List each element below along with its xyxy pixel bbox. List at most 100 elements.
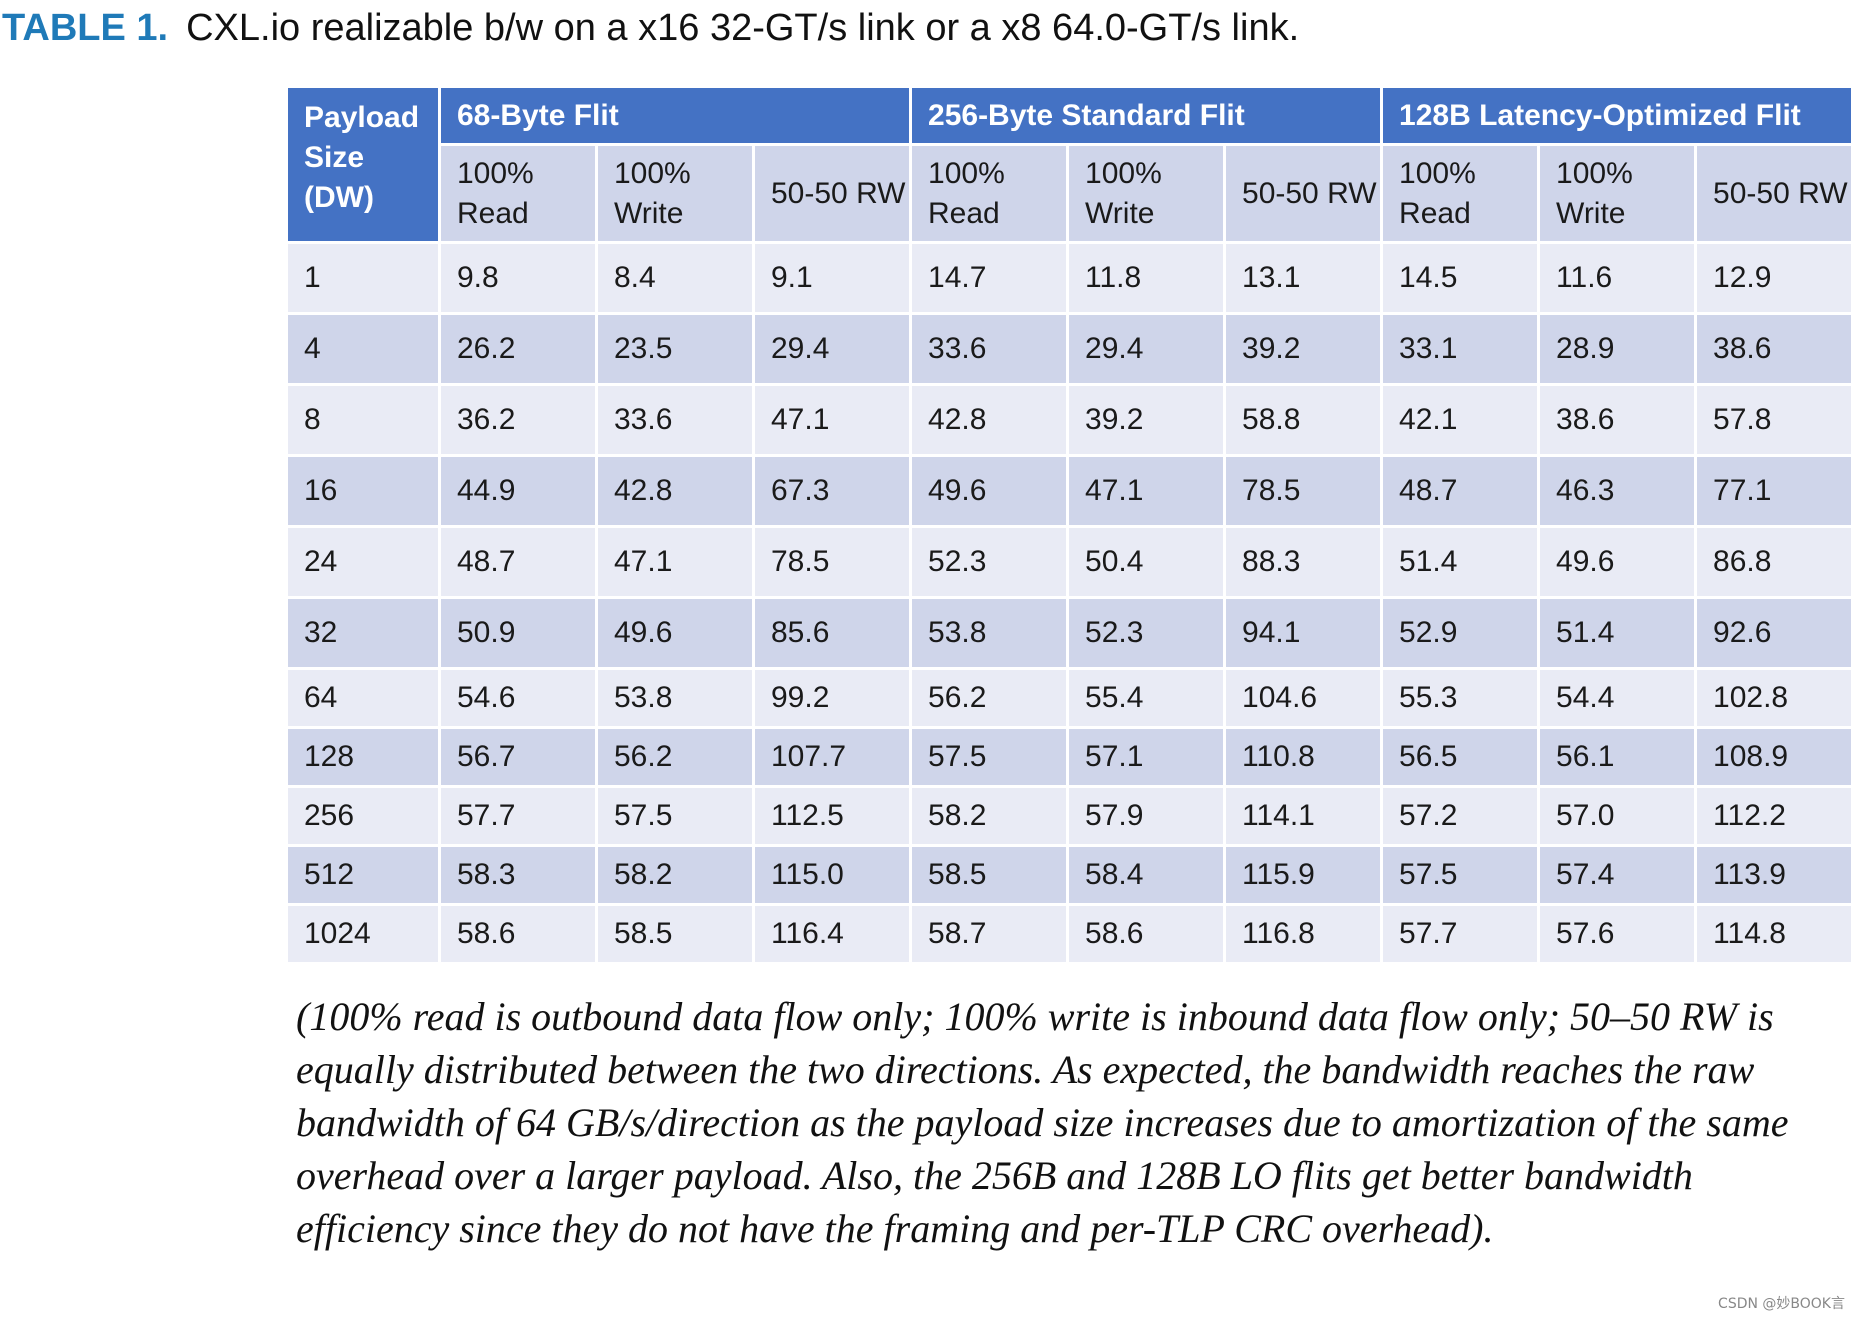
bandwidth-cell: 13.1 bbox=[1226, 244, 1381, 312]
bandwidth-cell: 50.4 bbox=[1069, 528, 1224, 596]
bandwidth-cell: 58.8 bbox=[1226, 386, 1381, 454]
bandwidth-cell: 94.1 bbox=[1226, 599, 1381, 667]
bandwidth-cell: 77.1 bbox=[1697, 457, 1852, 525]
bandwidth-cell: 57.5 bbox=[1383, 847, 1538, 903]
bandwidth-cell: 38.6 bbox=[1540, 386, 1695, 454]
bandwidth-cell: 11.6 bbox=[1540, 244, 1695, 312]
bandwidth-cell: 115.9 bbox=[1226, 847, 1381, 903]
payload-size-cell: 24 bbox=[288, 528, 438, 596]
sub-header-row: 100% Read 100% Write 50-50 RW 100% Read … bbox=[288, 146, 1852, 241]
bandwidth-cell: 112.2 bbox=[1697, 788, 1852, 844]
bandwidth-cell: 46.3 bbox=[1540, 457, 1695, 525]
bandwidth-cell: 86.8 bbox=[1697, 528, 1852, 596]
bandwidth-cell: 53.8 bbox=[912, 599, 1067, 667]
bandwidth-cell: 57.7 bbox=[441, 788, 595, 844]
bandwidth-cell: 92.6 bbox=[1697, 599, 1852, 667]
bandwidth-cell: 28.9 bbox=[1540, 315, 1695, 383]
group-header-row: Payload Size (DW) 68-Byte Flit 256-Byte … bbox=[288, 88, 1852, 241]
bandwidth-cell: 56.2 bbox=[598, 729, 752, 785]
bandwidth-cell: 51.4 bbox=[1540, 599, 1695, 667]
bandwidth-cell: 57.4 bbox=[1540, 847, 1695, 903]
table-row: 128 56.7 56.2 107.7 57.5 57.1 110.8 56.5 56.1 108… bbox=[288, 729, 1852, 785]
payload-size-header: Payload Size (DW) bbox=[288, 88, 438, 241]
bandwidth-cell: 56.1 bbox=[1540, 729, 1695, 785]
bandwidth-cell: 116.4 bbox=[755, 906, 910, 962]
bandwidth-cell: 58.4 bbox=[1069, 847, 1224, 903]
bandwidth-cell: 8.4 bbox=[598, 244, 752, 312]
caption-label: TABLE 1. bbox=[2, 7, 169, 49]
bandwidth-cell: 52.9 bbox=[1383, 599, 1538, 667]
bandwidth-cell: 33.1 bbox=[1383, 315, 1538, 383]
table-row: 64 54.6 53.8 99.2 56.2 55.4 104.6 55.3 54.4 102.8 bbox=[288, 670, 1852, 726]
table-row: 32 50.9 49.6 85.6 53.8 52.3 94.1 52.9 51.4 92.6 bbox=[288, 599, 1852, 667]
bandwidth-cell: 52.3 bbox=[1069, 599, 1224, 667]
bandwidth-cell: 58.7 bbox=[912, 906, 1067, 962]
bandwidth-cell: 14.5 bbox=[1383, 244, 1538, 312]
sub-header: 100% Write bbox=[1540, 146, 1695, 241]
group-header-128b-lo: 128B Latency-Optimized Flit bbox=[1383, 88, 1852, 143]
table-row: 4 26.2 23.5 29.4 33.6 29.4 39.2 33.1 28.9 38.6 bbox=[288, 315, 1852, 383]
bandwidth-cell: 33.6 bbox=[598, 386, 752, 454]
bandwidth-cell: 58.5 bbox=[912, 847, 1067, 903]
bandwidth-cell: 57.5 bbox=[598, 788, 752, 844]
bandwidth-cell: 38.6 bbox=[1697, 315, 1852, 383]
payload-size-cell: 256 bbox=[288, 788, 438, 844]
table-row: 8 36.2 33.6 47.1 42.8 39.2 58.8 42.1 38.6 57.8 bbox=[288, 386, 1852, 454]
payload-size-cell: 128 bbox=[288, 729, 438, 785]
bandwidth-cell: 44.9 bbox=[441, 457, 595, 525]
bandwidth-cell: 113.9 bbox=[1697, 847, 1852, 903]
bandwidth-cell: 58.5 bbox=[598, 906, 752, 962]
bandwidth-cell: 57.1 bbox=[1069, 729, 1224, 785]
bandwidth-cell: 49.6 bbox=[912, 457, 1067, 525]
table-row: 16 44.9 42.8 67.3 49.6 47.1 78.5 48.7 46.3 77.1 bbox=[288, 457, 1852, 525]
bandwidth-cell: 102.8 bbox=[1697, 670, 1852, 726]
sub-header: 50-50 RW bbox=[1697, 146, 1852, 241]
bandwidth-cell: 39.2 bbox=[1226, 315, 1381, 383]
payload-size-cell: 1 bbox=[288, 244, 438, 312]
bandwidth-cell: 58.2 bbox=[598, 847, 752, 903]
bandwidth-cell: 48.7 bbox=[1383, 457, 1538, 525]
bandwidth-cell: 47.1 bbox=[1069, 457, 1224, 525]
bandwidth-cell: 36.2 bbox=[441, 386, 595, 454]
table-row: 256 57.7 57.5 112.5 58.2 57.9 114.1 57.2 57.0 112… bbox=[288, 788, 1852, 844]
bandwidth-cell: 99.2 bbox=[755, 670, 910, 726]
bandwidth-cell: 104.6 bbox=[1226, 670, 1381, 726]
bandwidth-cell: 67.3 bbox=[755, 457, 910, 525]
bandwidth-cell: 42.8 bbox=[598, 457, 752, 525]
bandwidth-cell: 116.8 bbox=[1226, 906, 1381, 962]
bandwidth-cell: 78.5 bbox=[1226, 457, 1381, 525]
group-header-256b: 256-Byte Standard Flit bbox=[912, 88, 1381, 143]
payload-size-cell: 8 bbox=[288, 386, 438, 454]
bandwidth-cell: 54.6 bbox=[441, 670, 595, 726]
bandwidth-cell: 9.8 bbox=[441, 244, 595, 312]
bandwidth-cell: 55.4 bbox=[1069, 670, 1224, 726]
bandwidth-cell: 107.7 bbox=[755, 729, 910, 785]
table-row: 512 58.3 58.2 115.0 58.5 58.4 115.9 57.5 57.4 113… bbox=[288, 847, 1852, 903]
payload-size-cell: 64 bbox=[288, 670, 438, 726]
bandwidth-cell: 58.2 bbox=[912, 788, 1067, 844]
bandwidth-cell: 42.8 bbox=[912, 386, 1067, 454]
bandwidth-cell: 55.3 bbox=[1383, 670, 1538, 726]
bandwidth-cell: 29.4 bbox=[755, 315, 910, 383]
bandwidth-cell: 23.5 bbox=[598, 315, 752, 383]
bandwidth-cell: 52.3 bbox=[912, 528, 1067, 596]
bandwidth-cell: 115.0 bbox=[755, 847, 910, 903]
bandwidth-cell: 58.6 bbox=[1069, 906, 1224, 962]
bandwidth-cell: 57.6 bbox=[1540, 906, 1695, 962]
sub-header: 50-50 RW bbox=[755, 146, 910, 241]
bandwidth-cell: 57.7 bbox=[1383, 906, 1538, 962]
bandwidth-cell: 47.1 bbox=[598, 528, 752, 596]
watermark: CSDN @妙BOOK言 bbox=[1718, 1296, 1845, 1312]
payload-size-cell: 512 bbox=[288, 847, 438, 903]
bandwidth-cell: 47.1 bbox=[755, 386, 910, 454]
caption-text: CXL.io realizable b/w on a x16 32-GT/s l… bbox=[186, 7, 1300, 49]
table-body: 1 9.8 8.4 9.1 14.7 11.8 13.1 14.5 11.6 12.9 4 26.2 2… bbox=[288, 244, 1852, 962]
bandwidth-cell: 57.0 bbox=[1540, 788, 1695, 844]
bandwidth-cell: 53.8 bbox=[598, 670, 752, 726]
bandwidth-cell: 56.2 bbox=[912, 670, 1067, 726]
bandwidth-cell: 88.3 bbox=[1226, 528, 1381, 596]
bandwidth-cell: 50.9 bbox=[441, 599, 595, 667]
group-header-68b: 68-Byte Flit bbox=[441, 88, 910, 143]
sub-header: 100% Read bbox=[912, 146, 1067, 241]
payload-size-cell: 4 bbox=[288, 315, 438, 383]
